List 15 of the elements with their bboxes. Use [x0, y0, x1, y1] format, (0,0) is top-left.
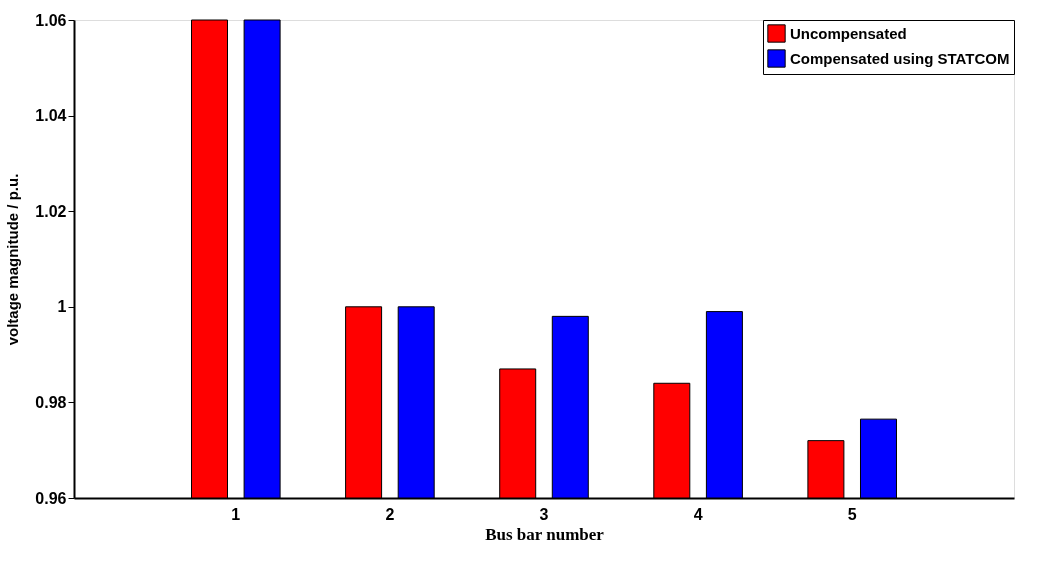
- x-tick-label: 2: [385, 505, 395, 523]
- y-tick-label: 1.06: [35, 11, 67, 29]
- x-tick-label: 1: [231, 505, 241, 523]
- x-tick-label: 3: [539, 505, 549, 523]
- legend-label: Uncompensated: [790, 24, 907, 42]
- y-tick-label: 0.96: [35, 489, 67, 507]
- y-tick-label: 1: [57, 298, 67, 316]
- y-tick-label: 0.98: [35, 393, 67, 411]
- x-tick-label: 5: [847, 505, 857, 523]
- y-axis-title: voltage magnitude / p.u.: [4, 173, 22, 346]
- x-axis-title: Bus bar number: [485, 524, 605, 544]
- legend-label: Compensated using STATCOM: [790, 49, 1010, 67]
- y-tick-label: 1.04: [35, 107, 67, 125]
- y-tick-label: 1.02: [35, 202, 67, 220]
- x-tick-label: 4: [693, 505, 703, 523]
